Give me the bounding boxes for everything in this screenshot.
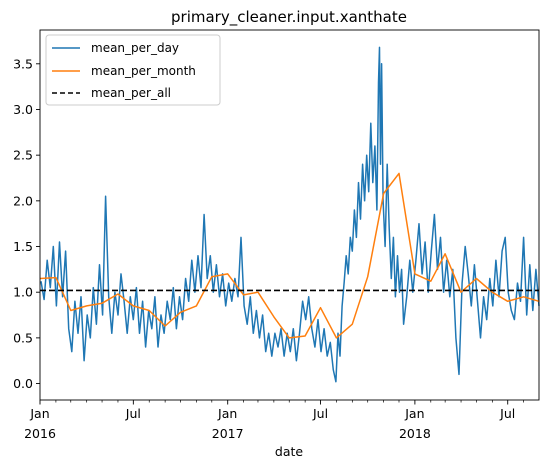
x-tick-label: Jul xyxy=(499,406,515,421)
y-tick-label: 0.0 xyxy=(13,376,33,391)
x-tick-label: Jul xyxy=(312,406,328,421)
series-line-mean-per-month xyxy=(39,172,540,339)
x-tick-label: Jan xyxy=(29,406,49,421)
y-tick-label: 1.5 xyxy=(13,239,33,254)
x-tick-year-label: 2018 xyxy=(399,426,431,441)
y-axis: 0.0 0.5 1.0 1.5 2.0 2.5 3.0 3.5 xyxy=(13,56,40,391)
x-tick-label: Jan xyxy=(404,406,424,421)
x-tick-year-label: 2017 xyxy=(212,426,244,441)
legend-label-mean-per-all: mean_per_all xyxy=(91,86,171,100)
y-tick-label: 0.5 xyxy=(13,330,33,345)
y-tick-label: 1.0 xyxy=(13,285,33,300)
x-tick-label: Jul xyxy=(125,406,141,421)
y-tick-label: 3.0 xyxy=(13,102,33,117)
legend-label-mean-per-day: mean_per_day xyxy=(91,41,179,55)
plot-area xyxy=(39,46,540,383)
x-axis: Jan 2016 Jul Jan 2017 Jul Jan 2018 Jul xyxy=(24,400,524,441)
chart-title: primary_cleaner.input.xanthate xyxy=(171,8,407,27)
x-tick-year-label: 2016 xyxy=(24,426,56,441)
y-tick-label: 2.0 xyxy=(13,193,33,208)
x-axis-label: date xyxy=(275,444,303,459)
legend-box xyxy=(45,34,221,106)
y-tick-label: 2.5 xyxy=(13,148,33,163)
legend: mean_per_day mean_per_month mean_per_all xyxy=(45,34,221,106)
legend-label-mean-per-month: mean_per_month xyxy=(91,64,196,78)
x-tick-label: Jan xyxy=(217,406,237,421)
y-tick-label: 3.5 xyxy=(13,56,33,71)
